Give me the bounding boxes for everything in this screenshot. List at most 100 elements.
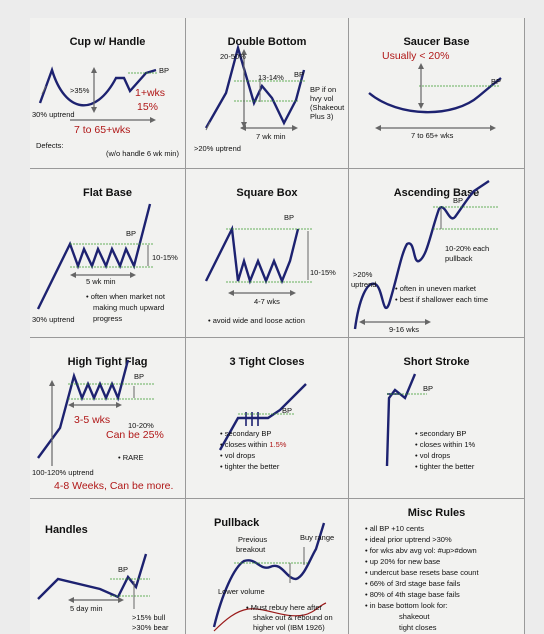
panel-flat-base: Flat Base BP 10-15% 5 wk min often when … bbox=[30, 169, 186, 338]
panel-handles: Handles BP 5 day min >15% bull >30% bear bbox=[30, 499, 186, 634]
panel-high-tight-flag: High Tight Flag BP 3-5 wks 10-20% Can be… bbox=[30, 338, 186, 499]
weeks-label: 1+wks bbox=[135, 87, 166, 99]
panel-title: Misc Rules bbox=[407, 507, 466, 519]
note-cont-2: higher vol (IBM 1926) bbox=[253, 623, 325, 632]
panel-three-tight-closes: 3 Tight Closes BP secondary BP closes wi… bbox=[186, 338, 349, 499]
depth-label: 20-50% bbox=[220, 52, 246, 61]
bp-note-2: hvy vol bbox=[310, 94, 334, 103]
bp-label: BP bbox=[282, 406, 293, 415]
span-label: 9-16 wks bbox=[389, 325, 420, 334]
htf-notes: RARE bbox=[118, 452, 144, 463]
note-cont-2: progress bbox=[93, 314, 123, 323]
min-label: 7 wk min bbox=[256, 132, 286, 141]
range2-label: Can be 25% bbox=[106, 429, 164, 441]
bp-label: BP bbox=[159, 66, 170, 75]
handles-chart bbox=[37, 553, 150, 609]
pullback-1: 10-20% each bbox=[445, 244, 490, 253]
flat-notes: often when market not bbox=[86, 291, 165, 302]
note-item: tighter the better bbox=[220, 461, 286, 472]
note-text: closes within bbox=[224, 440, 270, 449]
note-item: Must rebuy here after bbox=[246, 603, 322, 613]
note-item: often when market not bbox=[86, 291, 165, 302]
span-label: 4-8 Weeks, Can be more. bbox=[54, 480, 174, 492]
panel-double-bottom: Double Bottom 20-50% 13-14% BP BP if on … bbox=[186, 18, 349, 169]
panel-pullback: Pullback Previous breakout Buy range Low… bbox=[186, 499, 349, 634]
handle-note: (w/o handle 6 wk min) bbox=[106, 149, 179, 158]
depth-label: Usually < 20% bbox=[382, 50, 450, 62]
prev-label-1: Previous bbox=[238, 535, 268, 544]
rule-item: for wks abv avg vol: #up>#down bbox=[365, 545, 479, 556]
note-cont-1: shake out & rebound on bbox=[253, 613, 333, 622]
depth-label: >35% bbox=[70, 86, 90, 95]
misc-rules-list: all BP +10 cents ideal prior uptrend >30… bbox=[365, 523, 479, 611]
range-label: 10-15% bbox=[152, 253, 178, 262]
bp-label: BP bbox=[294, 70, 305, 79]
panel-title: Flat Base bbox=[83, 187, 132, 199]
rule-item: 80% of 4th stage base fails bbox=[365, 589, 479, 600]
within-pct: 1.5% bbox=[269, 440, 287, 449]
panel-saucer-base: Saucer Base Usually < 20% BP 7 to 65+ wk… bbox=[349, 18, 525, 169]
note-item: closes within 1% bbox=[415, 439, 475, 450]
weeks-label: 3-5 wks bbox=[74, 414, 111, 426]
buy-label: Buy range bbox=[300, 533, 335, 542]
mid-label: 13-14% bbox=[258, 73, 284, 82]
rule-item: in base bottom look for: bbox=[365, 600, 479, 611]
ascending-base-chart bbox=[353, 180, 499, 330]
note-item: secondary BP bbox=[220, 428, 286, 439]
note-item: RARE bbox=[118, 452, 144, 463]
panel-title: Pullback bbox=[214, 517, 260, 529]
saucer-chart bbox=[368, 63, 502, 131]
sub-item: tight closes bbox=[399, 623, 437, 632]
bp-label: BP bbox=[453, 196, 464, 205]
three-tight-notes: secondary BP closes within 1.5% vol drop… bbox=[220, 428, 287, 472]
panel-title: 3 Tight Closes bbox=[229, 356, 305, 368]
bp-label: BP bbox=[134, 372, 145, 381]
note-item: vol drops bbox=[220, 450, 286, 461]
lower-label: Lower volume bbox=[218, 587, 265, 596]
span-label: 7 to 65+ wks bbox=[411, 131, 454, 140]
pullback-2: pullback bbox=[445, 254, 473, 263]
span-label: 4-7 wks bbox=[254, 297, 280, 306]
panel-title: Short Stroke bbox=[403, 356, 470, 368]
cup-chart bbox=[38, 66, 158, 123]
prev-label-2: breakout bbox=[236, 545, 266, 554]
sub-item: shakeout bbox=[399, 612, 430, 621]
uptrend-1: >20% bbox=[353, 270, 373, 279]
short-stroke-notes: secondary BP closes within 1% vol drops … bbox=[415, 428, 475, 472]
bp-note-4: Plus 3) bbox=[310, 112, 334, 121]
panel-title: Square Box bbox=[236, 187, 298, 199]
pullback-notes: Must rebuy here after bbox=[246, 603, 322, 613]
square-notes: avoid wide and loose action bbox=[208, 315, 305, 326]
panel-ascending-base: Ascending Base BP 10-20% each pullback >… bbox=[349, 169, 525, 338]
panel-short-stroke: Short Stroke BP secondary BP closes with… bbox=[349, 338, 525, 499]
note-item: vol drops bbox=[415, 450, 475, 461]
bp-label: BP bbox=[126, 229, 137, 238]
note-item: closes within 1.5% bbox=[220, 439, 287, 450]
note-cont-1: making much upward bbox=[93, 303, 165, 312]
note-item: often in uneven market bbox=[395, 283, 488, 294]
note-item: best if shallower each time bbox=[395, 294, 488, 305]
flat-base-chart bbox=[36, 203, 154, 310]
rule-item: all BP +10 cents bbox=[365, 523, 479, 534]
rule-item: ideal prior uptrend >30% bbox=[365, 534, 479, 545]
min-label: 5 wk min bbox=[86, 277, 116, 286]
panel-title: Ascending Base bbox=[393, 187, 480, 199]
panel-square-box: Square Box BP 10-15% 4-7 wks avoid wide … bbox=[186, 169, 349, 338]
rule-item: undercut base resets base count bbox=[365, 567, 479, 578]
bear-label: >30% bear bbox=[132, 623, 169, 632]
high-tight-flag-chart bbox=[37, 359, 154, 466]
handle-pct-label: 15% bbox=[137, 101, 159, 113]
uptrend-2: uptrend bbox=[351, 280, 377, 289]
bull-label: >15% bull bbox=[132, 613, 166, 622]
ascending-notes: often in uneven market best if shallower… bbox=[395, 283, 488, 305]
panel-title: Handles bbox=[45, 524, 88, 536]
uptrend-label: 100-120% uptrend bbox=[32, 468, 94, 477]
uptrend-label: 30% uptrend bbox=[32, 315, 75, 324]
rule-item: up 20% for new base bbox=[365, 556, 479, 567]
bp-label: BP bbox=[118, 565, 129, 574]
bp-note-1: BP if on bbox=[310, 85, 337, 94]
panel-misc-rules: Misc Rules all BP +10 cents ideal prior … bbox=[349, 499, 525, 634]
range-label: 10-15% bbox=[310, 268, 336, 277]
panel-title: Saucer Base bbox=[403, 36, 470, 48]
bp-label: BP bbox=[491, 77, 502, 86]
